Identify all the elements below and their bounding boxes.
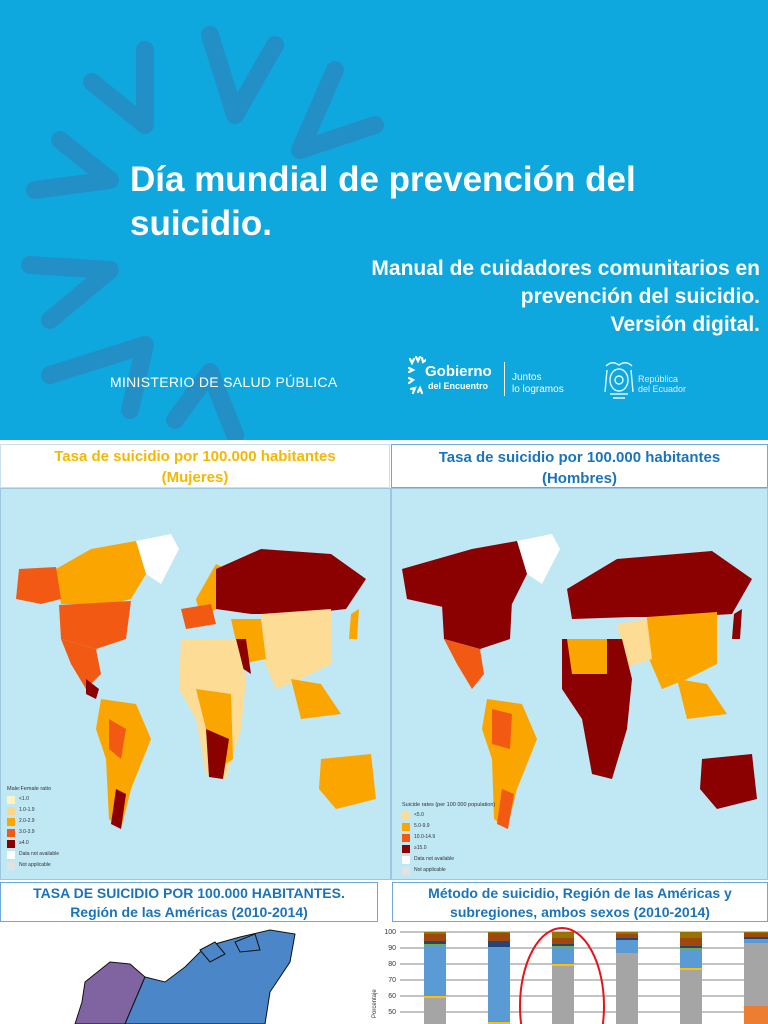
- svg-text:Porcentaje: Porcentaje: [372, 989, 378, 1018]
- ecuador-logo: República del Ecuador: [602, 360, 702, 404]
- legend-title: Male:Female ratio: [7, 786, 52, 792]
- highlight-ellipse: [519, 927, 605, 1024]
- method-chart-subtitle: subregiones, ambos sexos (2010-2014): [450, 904, 710, 920]
- americas-map-subtitle: Región de las Américas (2010-2014): [70, 904, 308, 920]
- men-suicide-rate-world-map: Suicide rates (per 100 000 population) <…: [391, 488, 768, 880]
- method-stacked-bar-chart: 100 90 80 70 60 50 Porcentaje: [372, 927, 768, 1024]
- legend-title: Suicide rates (per 100 000 population): [402, 802, 496, 808]
- svg-text:80: 80: [388, 961, 396, 968]
- svg-text:70: 70: [388, 977, 396, 984]
- method-chart-header: Método de suicidio, Región de las Améric…: [392, 882, 768, 922]
- men-map-title: Tasa de suicidio por 100.000 habitantes: [438, 449, 721, 466]
- svg-text:90: 90: [388, 945, 396, 952]
- gobierno-name: Gobierno: [425, 363, 492, 380]
- americas-map-header: TASA DE SUICIDIO POR 100.000 HABITANTES.…: [0, 882, 378, 922]
- gobierno-tagline: lo logramos: [512, 384, 564, 395]
- coat-of-arms-icon: [604, 362, 634, 399]
- legend-item: <5.0: [402, 810, 495, 821]
- legend-item: 1.0-1.9: [7, 805, 59, 816]
- svg-text:60: 60: [388, 993, 396, 1000]
- subtitle: Manual de cuidadores comunitarios en pre…: [240, 255, 760, 339]
- gobierno-logo: Gobierno del Encuentro Juntos lo logramo…: [408, 356, 578, 400]
- gobierno-sunburst-icon: [408, 356, 426, 395]
- legend-item: Data not available: [7, 849, 59, 860]
- men-map-header: Tasa de suicidio por 100.000 habitantes …: [391, 444, 768, 488]
- women-map-title: Tasa de suicidio por 100.000 habitantes: [54, 448, 336, 465]
- women-map-header: Tasa de suicidio por 100.000 habitantes …: [0, 444, 390, 488]
- world-map-men: [402, 534, 757, 829]
- cover-banner: Día mundial de prevención del suicidio. …: [0, 0, 768, 440]
- subtitle-line: Manual de cuidadores comunitarios en: [371, 257, 760, 280]
- map-legend-men: Suicide rates (per 100 000 population) <…: [402, 801, 495, 876]
- legend-item: ≥4.0: [7, 838, 59, 849]
- legend-item: <1.0: [7, 794, 59, 805]
- legend-item: 3.0-3.9: [7, 827, 59, 838]
- legend-item: 10.0-14.9: [402, 832, 495, 843]
- legend-item: Not applicable: [7, 860, 59, 871]
- method-chart-title: Método de suicidio, Región de las Améric…: [428, 885, 732, 901]
- world-map-women: [16, 534, 376, 829]
- radial-chevron-decoration-icon: [21, 26, 384, 440]
- subtitle-line: prevención del suicidio.: [520, 285, 760, 308]
- map-legend-women: Male:Female ratio <1.0 1.0-1.9 2.0-2.9 3…: [7, 785, 59, 871]
- ministry-label: MINISTERIO DE SALUD PÚBLICA: [110, 374, 338, 390]
- women-map-subtitle: (Mujeres): [161, 469, 229, 486]
- women-suicide-rate-world-map: Male:Female ratio <1.0 1.0-1.9 2.0-2.9 3…: [0, 488, 391, 880]
- legend-item: 5.0-9.9: [402, 821, 495, 832]
- page-title: Día mundial de prevención del suicidio.: [130, 160, 636, 243]
- americas-map-title: TASA DE SUICIDIO POR 100.000 HABITANTES.: [33, 885, 345, 901]
- ecuador-line-2: del Ecuador: [638, 384, 687, 394]
- legend-item: ≥15.0: [402, 843, 495, 854]
- gobierno-sub: del Encuentro: [428, 381, 489, 391]
- gobierno-tagline: Juntos: [512, 372, 542, 383]
- legend-item: 2.0-2.9: [7, 816, 59, 827]
- subtitle-line: Versión digital.: [610, 313, 760, 336]
- legend-item: Data not available: [402, 854, 495, 865]
- americas-map: [74, 929, 296, 1024]
- legend-item: Not applicable: [402, 865, 495, 876]
- men-map-subtitle: (Hombres): [541, 470, 617, 487]
- svg-text:100: 100: [384, 929, 396, 936]
- svg-text:50: 50: [388, 1009, 396, 1016]
- ecuador-line-1: República: [638, 374, 679, 384]
- logo-divider: [504, 362, 505, 396]
